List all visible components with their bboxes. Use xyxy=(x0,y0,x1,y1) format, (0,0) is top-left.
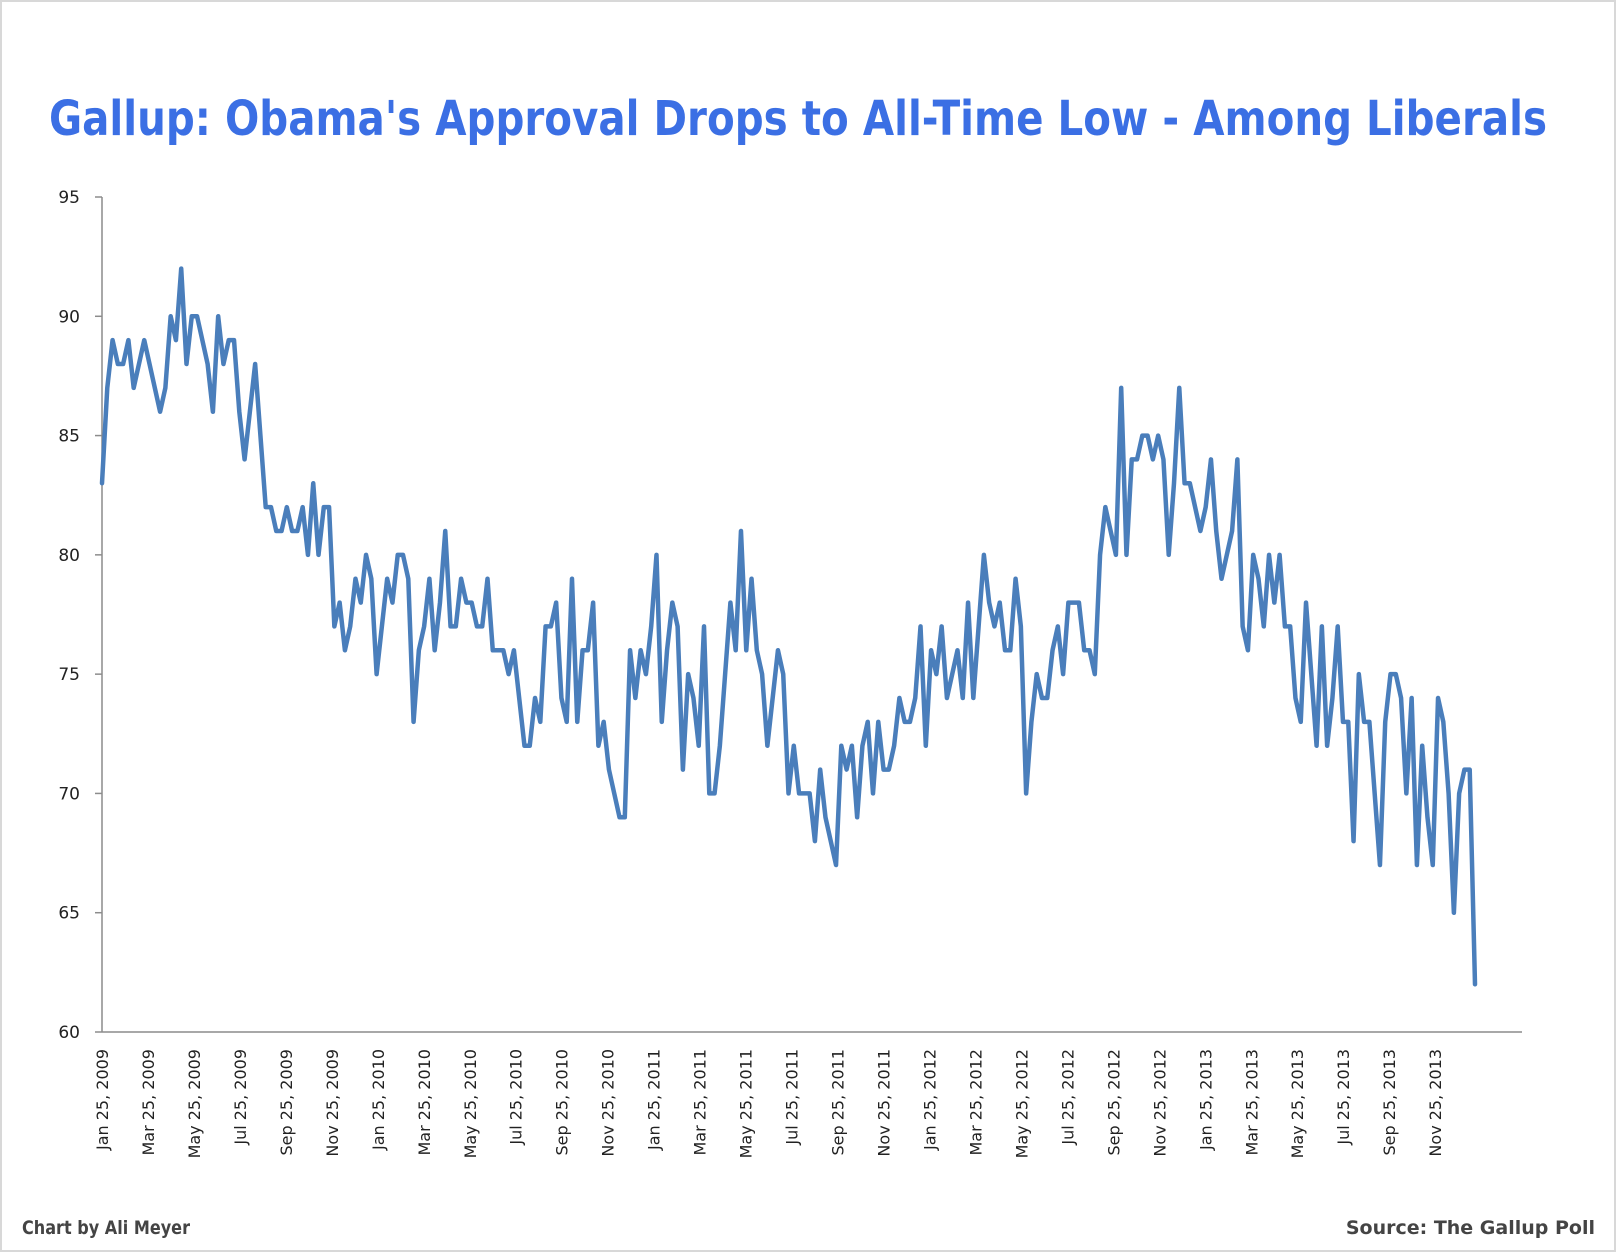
chart-credit: Chart by Ali Meyer xyxy=(22,1217,191,1239)
chart-title: Gallup: Obama's Approval Drops to All-Ti… xyxy=(49,91,1547,147)
x-tick-label: Jul 25, 2011 xyxy=(783,1049,802,1146)
x-tick-label: Sep 25, 2013 xyxy=(1380,1049,1399,1156)
x-tick-label: Mar 25, 2009 xyxy=(139,1049,158,1156)
x-tick-label: Sep 25, 2010 xyxy=(553,1049,572,1156)
x-tick-label: Mar 25, 2013 xyxy=(1242,1049,1261,1156)
y-tick-label: 60 xyxy=(58,1023,80,1043)
x-tick-label: Sep 25, 2012 xyxy=(1104,1049,1123,1156)
x-tick-label: Jan 25, 2012 xyxy=(920,1049,939,1151)
x-tick-label: Nov 25, 2013 xyxy=(1426,1049,1445,1157)
x-tick-label: Mar 25, 2012 xyxy=(966,1049,985,1156)
y-tick-label: 75 xyxy=(58,665,80,685)
x-tick-label: May 25, 2010 xyxy=(461,1049,480,1158)
chart-source: Source: The Gallup Poll xyxy=(1346,1217,1595,1239)
x-tick-label: Jan 25, 2013 xyxy=(1196,1049,1215,1151)
x-tick-label: Mar 25, 2011 xyxy=(691,1049,710,1156)
x-tick-label: Sep 25, 2011 xyxy=(829,1049,848,1156)
x-tick-label: Sep 25, 2009 xyxy=(277,1049,296,1156)
x-tick-label: Nov 25, 2012 xyxy=(1150,1049,1169,1157)
x-tick-label: Jan 25, 2010 xyxy=(369,1049,388,1151)
approval-line xyxy=(99,266,1478,987)
x-tick-label: Jan 25, 2009 xyxy=(93,1049,112,1151)
x-tick-label: May 25, 2009 xyxy=(185,1049,204,1158)
x-axis: Jan 25, 2009 Mar 25, 2009 May 25, 2009 Jul … xyxy=(93,1031,1522,1158)
x-tick-label: Jul 25, 2012 xyxy=(1058,1049,1077,1146)
y-tick-label: 70 xyxy=(58,784,80,804)
x-tick-label: Nov 25, 2011 xyxy=(874,1049,893,1157)
y-tick-label: 65 xyxy=(58,904,80,924)
x-tick-label: Jul 25, 2010 xyxy=(507,1049,526,1146)
x-tick-label: Mar 25, 2010 xyxy=(415,1049,434,1156)
x-tick-label: May 25, 2011 xyxy=(737,1049,756,1158)
x-tick-label: May 25, 2013 xyxy=(1288,1049,1307,1158)
x-tick-label: Jan 25, 2011 xyxy=(645,1049,664,1151)
x-tick-label: Nov 25, 2010 xyxy=(599,1049,618,1157)
x-tick-label: Jul 25, 2009 xyxy=(231,1049,250,1146)
y-tick-label: 95 xyxy=(58,188,80,208)
series xyxy=(99,266,1478,987)
x-tick-label: May 25, 2012 xyxy=(1012,1049,1031,1158)
x-tick-label: Nov 25, 2009 xyxy=(323,1049,342,1157)
y-tick-label: 90 xyxy=(58,307,80,327)
y-tick-label: 85 xyxy=(58,427,80,447)
y-axis: 60 65 70 75 80 85 90 95 xyxy=(58,188,103,1043)
x-tick-label: Jul 25, 2013 xyxy=(1334,1049,1353,1146)
y-tick-label: 80 xyxy=(58,546,80,566)
